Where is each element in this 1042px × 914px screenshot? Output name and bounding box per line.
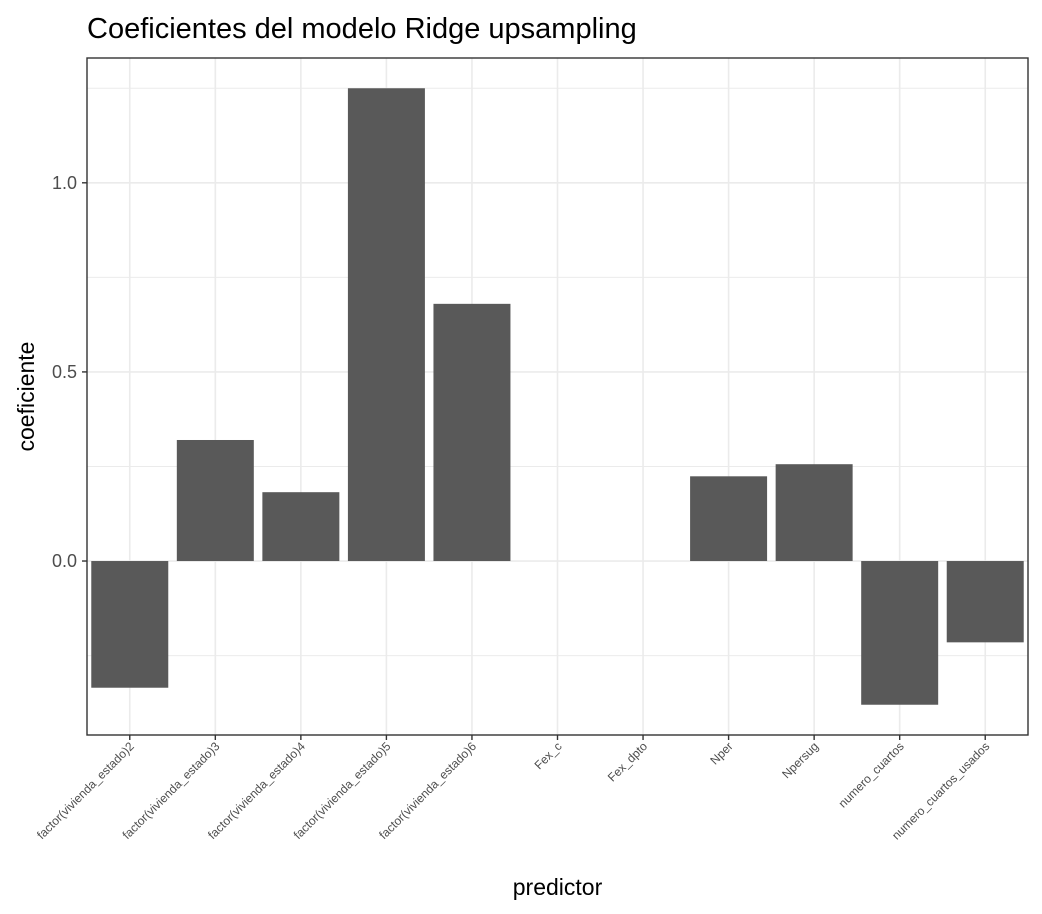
x-axis-title: predictor: [513, 874, 603, 900]
chart-title: Coeficientes del modelo Ridge upsampling: [87, 13, 637, 45]
x-axis: factor(vivienda_estado)2factor(vivienda_…: [34, 735, 992, 843]
x-tick-label: factor(vivienda_estado)5: [291, 739, 394, 842]
bar-factor(vivienda_estado)6: [433, 303, 511, 562]
x-tick-label: Npersug: [779, 739, 821, 781]
y-axis-title: coeficiente: [13, 342, 39, 452]
bar-factor(vivienda_estado)5: [347, 88, 425, 562]
x-tick-label: numero_cuartos: [836, 739, 907, 810]
x-tick-label: numero_cuartos_usados: [889, 739, 992, 842]
bars: [91, 88, 1024, 705]
bar-numero_cuartos_usados: [946, 561, 1024, 643]
x-tick-label: Fex_c: [532, 739, 565, 772]
plot-panel: [86, 57, 1029, 736]
x-tick-label: Fex_dpto: [605, 739, 651, 785]
y-axis: 0.0 0.5 1.0: [52, 173, 87, 571]
y-tick-label: 0.0: [52, 551, 77, 571]
bar-numero_cuartos: [861, 561, 939, 705]
y-tick-label: 1.0: [52, 173, 77, 193]
bar-factor(vivienda_estado)4: [262, 492, 340, 562]
x-tick-label: Nper: [707, 739, 735, 767]
bar-factor(vivienda_estado)3: [176, 439, 254, 562]
x-tick-label: factor(vivienda_estado)2: [34, 739, 137, 842]
x-tick-label: factor(vivienda_estado)3: [120, 739, 223, 842]
bar-Npersug: [775, 464, 853, 562]
x-tick-label: factor(vivienda_estado)4: [205, 739, 308, 842]
bar-factor(vivienda_estado)2: [91, 561, 169, 688]
x-tick-label: factor(vivienda_estado)6: [376, 739, 479, 842]
y-tick-label: 0.5: [52, 362, 77, 382]
bar-Nper: [690, 476, 768, 562]
